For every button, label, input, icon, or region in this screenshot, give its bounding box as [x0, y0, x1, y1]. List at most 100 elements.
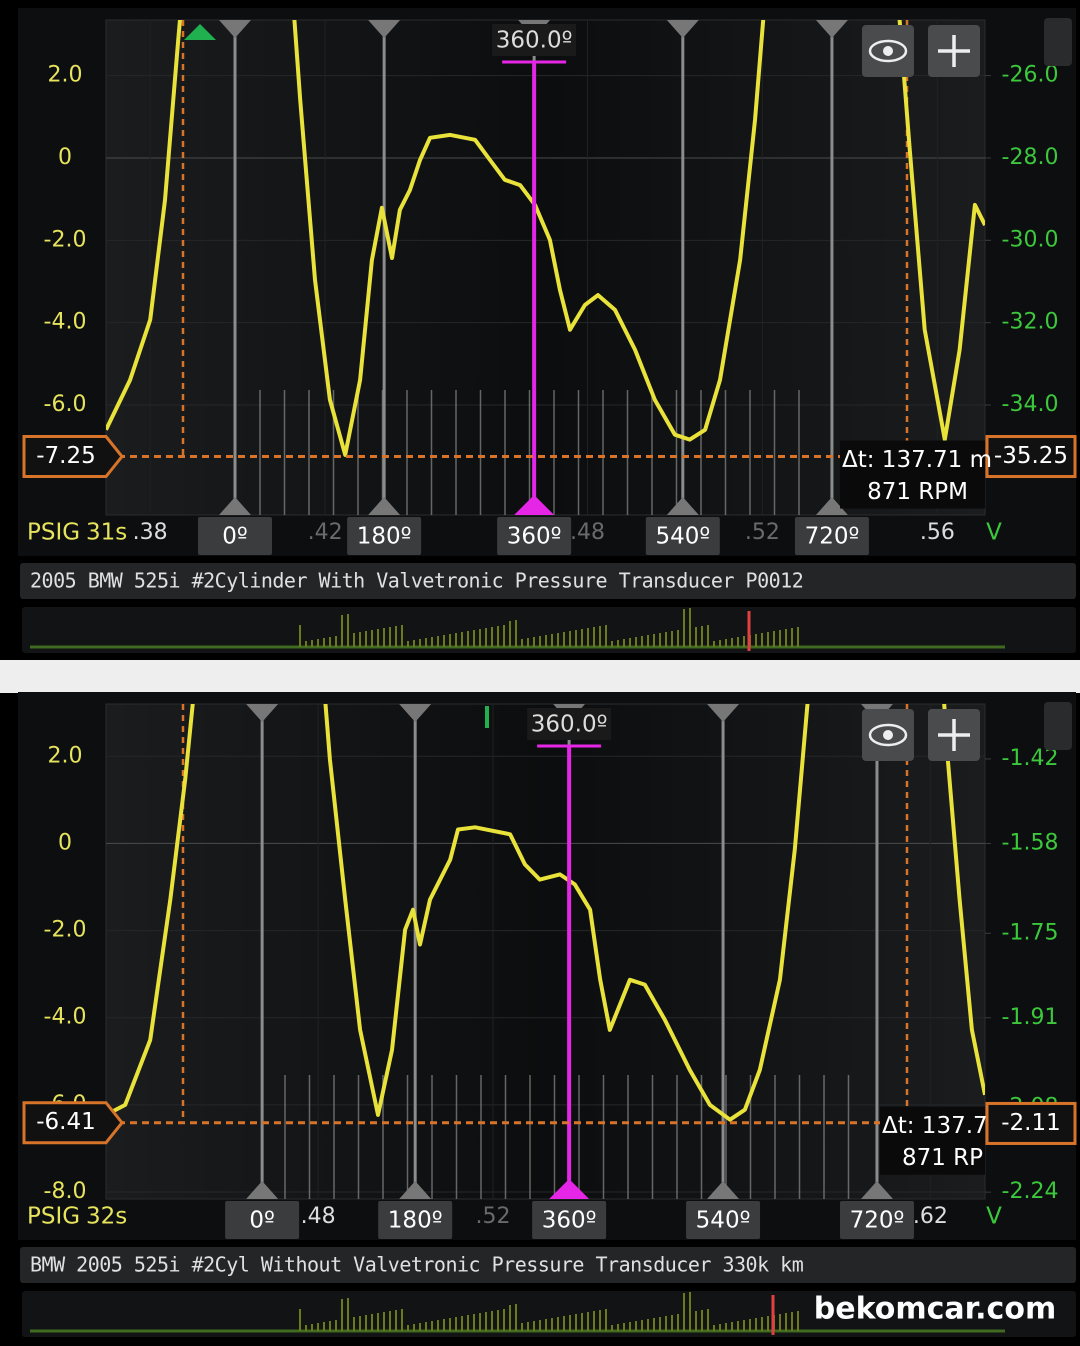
cursor-label-box — [492, 24, 577, 56]
caption: BMW 2005 525i #2Cyl Without Valvetronic … — [30, 1253, 804, 1277]
rpm: 871 RP — [902, 1145, 983, 1171]
y2-tick-label: -1.42 — [1002, 746, 1059, 771]
cursor-label: 360.0º — [531, 712, 608, 738]
eye-icon — [868, 39, 908, 63]
y2-tick-label: -1.75 — [1002, 920, 1059, 945]
marker-label-box — [839, 1201, 914, 1239]
caption: 2005 BMW 525i #2Cylinder With Valvetroni… — [30, 569, 803, 593]
y-tick-label: 0 — [58, 830, 72, 855]
cursor-label: 360.0º — [496, 28, 573, 54]
marker-label: 360º — [542, 1208, 597, 1234]
delta-box — [840, 440, 985, 509]
y-tick-label: 2.0 — [48, 63, 83, 88]
marker-handle-bottom — [246, 1181, 279, 1199]
y-tick-label: -2.0 — [44, 227, 87, 252]
marker-label-box — [794, 517, 869, 555]
marker-label-box — [497, 517, 572, 555]
scroll-thumb — [1044, 18, 1072, 66]
plot-area — [105, 703, 986, 1200]
left-unit: PSIG — [27, 520, 80, 546]
marker-handle-bottom — [219, 497, 252, 515]
level2-label: -2.11 — [1001, 1110, 1061, 1136]
y2-tick-label: -34.0 — [1002, 392, 1059, 417]
y-tick-label: -4.0 — [44, 310, 87, 335]
marker-label: 720º — [850, 1208, 905, 1234]
y2-tick-label: -1.91 — [1002, 1005, 1059, 1030]
marker-handle-top — [246, 704, 279, 722]
y-tick-label: -4.0 — [44, 1005, 87, 1030]
marker-handle-top — [815, 20, 848, 38]
x-tick-label: .52 — [745, 520, 780, 545]
marker-handle-bottom — [707, 1181, 740, 1199]
delta-t: Δt: 137.71 m — [842, 447, 992, 473]
marker-label-box — [378, 1201, 453, 1239]
cursor-handle — [549, 1179, 590, 1199]
level2-label-box — [985, 435, 1077, 479]
level-label-box — [22, 1101, 124, 1145]
y2-tick-label: -1.58 — [1002, 830, 1059, 855]
rpm: 871 RPM — [867, 479, 968, 505]
marker-label: 540º — [655, 524, 710, 550]
x-tick-label: .62 — [913, 1204, 948, 1229]
marker-label-box — [198, 517, 273, 555]
eye-icon — [868, 723, 908, 747]
marker-label-box — [347, 517, 422, 555]
waveform — [106, 704, 985, 1122]
time-label: 31s — [86, 520, 127, 546]
x-tick-label: .56 — [920, 520, 955, 545]
marker-handle-bottom — [815, 497, 848, 515]
marker-handle-top — [666, 20, 699, 38]
plot-area — [105, 19, 986, 516]
marker-label-box — [686, 1201, 761, 1239]
y-tick-label: -2.0 — [44, 918, 87, 943]
caption-bar — [20, 1247, 1076, 1283]
delta-t: Δt: 137.7 — [882, 1113, 988, 1139]
y-tick-label: 0 — [58, 145, 72, 170]
right-unit: V — [986, 520, 1002, 546]
marker-label: 180º — [357, 524, 412, 550]
y-tick-label: 2.0 — [48, 743, 83, 768]
marker-handle-bottom — [368, 497, 401, 515]
left-unit: PSIG — [27, 1204, 80, 1230]
marker-label: 0º — [222, 524, 247, 550]
marker-handle-top — [399, 704, 432, 722]
x-tick-label: .42 — [308, 520, 343, 545]
x-tick-label: .52 — [476, 1204, 511, 1229]
y2-tick-label: -28.0 — [1002, 145, 1059, 170]
trigger-arrow — [184, 24, 216, 40]
waveform-group — [106, 704, 985, 1122]
level-label-box — [22, 435, 124, 479]
marker-handle-top — [707, 704, 740, 722]
y2-tick-label: -26.0 — [1002, 63, 1059, 88]
delta-box — [880, 1106, 985, 1175]
level-label: -7.25 — [36, 443, 96, 469]
marker-label: 540º — [696, 1208, 751, 1234]
marker-label: 720º — [805, 524, 860, 550]
marker-label-box — [645, 517, 720, 555]
marker-label-box — [532, 1201, 607, 1239]
marker-handle-bottom — [666, 497, 699, 515]
y2-tick-label: -32.0 — [1002, 310, 1059, 335]
time-label: 32s — [86, 1204, 127, 1230]
y2-tick-label: -2.24 — [1002, 1179, 1059, 1204]
marker-handle-bottom — [860, 1181, 893, 1199]
cursor-label-box — [527, 708, 612, 740]
scroll-thumb — [1044, 702, 1072, 750]
marker-label: 180º — [388, 1208, 443, 1234]
waveform-group — [106, 20, 985, 457]
overview-strip — [22, 1291, 1076, 1337]
waveform — [106, 20, 985, 457]
plus-icon — [938, 719, 970, 751]
eye-pupil — [883, 730, 893, 740]
marker-handle-top — [219, 20, 252, 38]
caption-bar — [20, 563, 1076, 599]
level-label: -6.41 — [36, 1109, 96, 1135]
level2-label-box — [985, 1101, 1077, 1145]
separator — [0, 660, 1080, 693]
y2-tick-label: -30.0 — [1002, 227, 1059, 252]
cursor-handle — [514, 495, 555, 515]
level2-label: -35.25 — [994, 443, 1068, 469]
y-tick-label: -6.0 — [44, 392, 87, 417]
